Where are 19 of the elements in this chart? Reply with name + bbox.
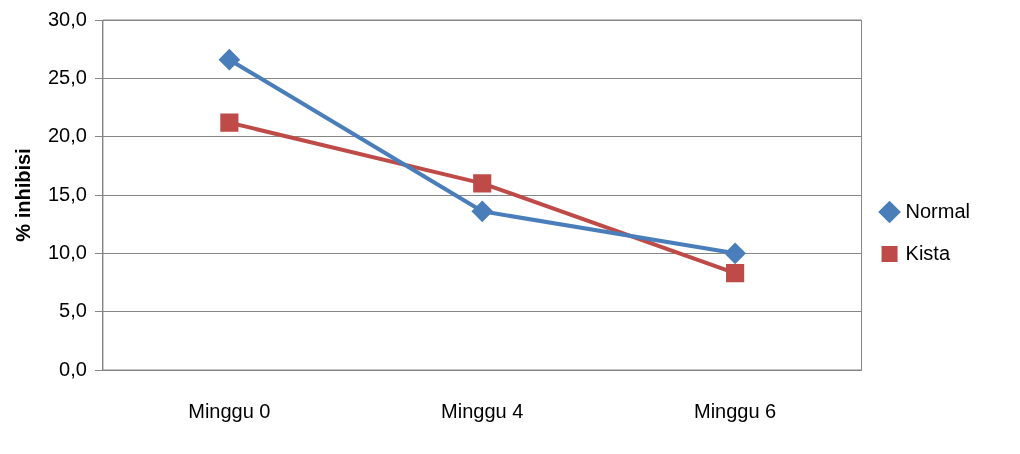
- x-tick-label: Minggu 4: [441, 399, 524, 422]
- point: [220, 113, 239, 132]
- y-tick-label: 30,0: [47, 7, 87, 30]
- x-tick-label: Minggu 6: [693, 399, 777, 422]
- y-tick-label: 0,0: [59, 357, 87, 380]
- y-tick-label: 20,0: [47, 124, 87, 147]
- point: [473, 174, 492, 193]
- point: [725, 243, 746, 264]
- y-tick-label: 15,0: [47, 182, 87, 205]
- legend-label: Kista: [905, 241, 951, 264]
- legend-label: Normal: [905, 199, 970, 222]
- y-tick-label: 10,0: [47, 240, 87, 263]
- y-tick-label: 5,0: [59, 299, 87, 322]
- point: [472, 201, 493, 222]
- point: [219, 49, 240, 70]
- y-axis-title: % inhibisi: [11, 148, 34, 242]
- y-tick-label: 25,0: [47, 65, 87, 88]
- x-tick-label: Minggu 0: [188, 399, 271, 422]
- point: [726, 264, 745, 283]
